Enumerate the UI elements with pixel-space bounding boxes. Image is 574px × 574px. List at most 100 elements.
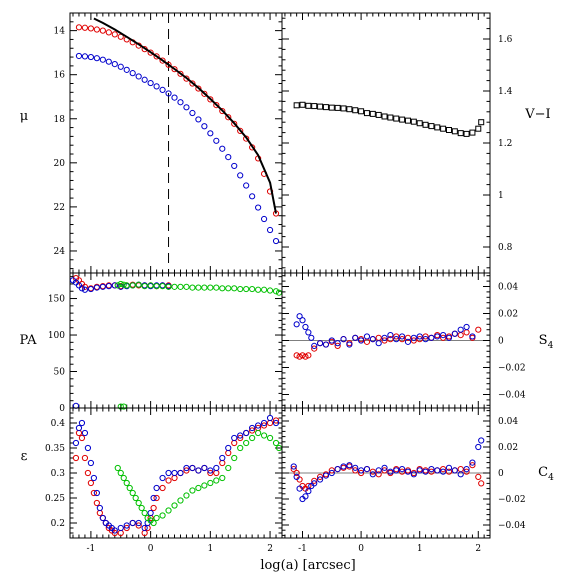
data-point [243, 285, 250, 293]
data-point [219, 454, 226, 462]
data-point [129, 519, 136, 527]
data-point [445, 334, 453, 341]
data-point [231, 434, 238, 442]
data-point [171, 283, 178, 290]
data-point [225, 114, 232, 121]
data-point [81, 286, 89, 293]
data-point [93, 26, 100, 33]
data-point [428, 123, 435, 130]
data-point [141, 524, 148, 532]
data-point [302, 493, 309, 500]
data-point [305, 352, 312, 359]
data-point [81, 24, 89, 31]
data-point [147, 79, 154, 87]
data-point [213, 102, 220, 109]
data-point [328, 467, 335, 474]
data-point [451, 128, 458, 135]
data-point [475, 326, 482, 333]
data-point [120, 403, 127, 410]
y-tick-label: 0.3 [51, 469, 66, 479]
data-point [123, 282, 130, 289]
panel-frame [69, 407, 283, 539]
data-point [302, 323, 309, 331]
data-point [399, 333, 406, 340]
panel-frame [281, 12, 491, 274]
data-point [189, 284, 196, 291]
data-point [399, 466, 406, 473]
data-point [416, 467, 423, 474]
data-point [410, 334, 417, 341]
data-point [120, 474, 127, 482]
data-point [207, 130, 214, 137]
y-tick-label: 1.6 [498, 35, 513, 45]
data-point [87, 459, 95, 467]
data-point [475, 473, 482, 480]
data-point [201, 90, 208, 97]
data-point [393, 467, 400, 474]
data-point [249, 427, 256, 434]
data-point [346, 462, 353, 469]
data-point [93, 499, 100, 507]
data-point [87, 285, 95, 293]
data-point [399, 468, 406, 475]
data-point [445, 468, 453, 475]
data-point [416, 333, 423, 340]
data-point [225, 444, 232, 452]
data-point [99, 27, 106, 34]
data-point [387, 114, 394, 121]
data-point [357, 337, 365, 344]
data-point [363, 466, 371, 473]
data-point [159, 86, 166, 93]
data-point [334, 340, 341, 347]
data-point [340, 105, 347, 112]
data-point [410, 471, 417, 478]
x-tick-label: -1 [87, 544, 96, 554]
y-tick-label: 0 [59, 404, 65, 414]
data-point [375, 111, 382, 118]
data-point [159, 512, 166, 519]
data-point [357, 467, 365, 474]
data-point [469, 459, 476, 466]
data-point [219, 145, 226, 152]
data-point [422, 121, 429, 128]
data-point [381, 113, 388, 120]
y-tick-label: 0.4 [51, 419, 66, 429]
data-point [84, 469, 92, 477]
data-point [369, 336, 376, 343]
data-point [171, 94, 178, 101]
data-point [266, 414, 274, 422]
data-point [434, 333, 441, 340]
data-point [165, 61, 172, 68]
data-point [410, 337, 417, 344]
data-point [451, 330, 458, 337]
data-point [111, 529, 118, 537]
panel-s4: −0.04 −0.02 0 0.02 0.04 S4 [281, 272, 554, 409]
data-point [147, 509, 154, 517]
data-point [381, 467, 388, 474]
y-axis-label-mu: μ [20, 109, 28, 124]
data-point [135, 499, 142, 507]
data-point [237, 444, 244, 452]
data-point [225, 285, 232, 292]
data-point [153, 494, 160, 502]
data-point [237, 285, 244, 293]
data-point [114, 282, 121, 289]
data-point [272, 288, 280, 295]
y-tick-label: 0.2 [51, 519, 65, 529]
data-point [428, 468, 435, 475]
data-point [475, 443, 482, 451]
data-point [260, 419, 268, 427]
y-tick-label: 16 [54, 71, 66, 81]
data-point [316, 476, 324, 483]
data-point [177, 497, 184, 504]
data-point [305, 102, 312, 109]
data-point [352, 467, 359, 474]
y-tick-label: 1.2 [498, 139, 512, 149]
data-point [457, 332, 464, 339]
data-point [195, 484, 202, 492]
data-point [171, 502, 178, 509]
data-point [75, 429, 83, 437]
data-point [189, 464, 196, 472]
data-point [260, 286, 268, 293]
data-point [243, 429, 250, 437]
